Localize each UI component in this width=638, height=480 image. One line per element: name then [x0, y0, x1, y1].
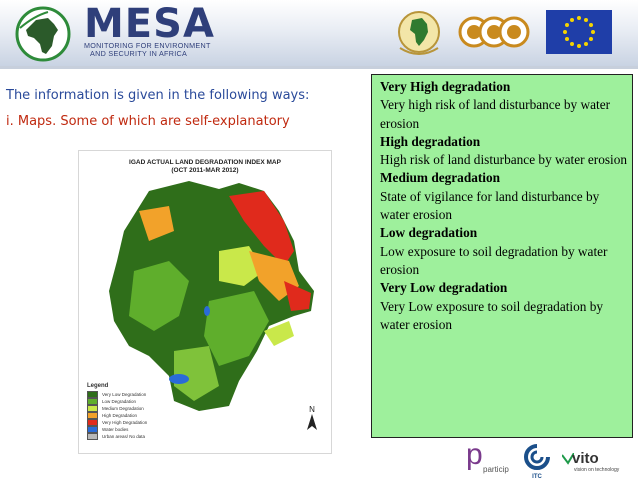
definition-title: Very Low degradation — [380, 280, 508, 296]
participp-text: particip — [483, 465, 509, 474]
legend-title: Legend — [87, 383, 109, 389]
legend-swatch — [87, 412, 98, 419]
legend-label: Water bodies — [102, 427, 129, 432]
mesa-tagline-line1: Monitoring for Environment — [84, 41, 211, 50]
acp-logo-icon — [458, 16, 530, 48]
definition-item: Medium degradation State of vigilance fo… — [380, 169, 628, 224]
map-title: IGAD ACTUAL LAND DEGRADATION INDEX MAP (… — [79, 159, 331, 175]
legend-label: Medium Degradation — [102, 406, 144, 411]
definition-item: Low degradation Low exposure to soil deg… — [380, 224, 628, 279]
legend-item: Medium Degradation — [87, 405, 167, 412]
au-emblem-icon — [398, 11, 440, 55]
legend-swatch — [87, 426, 98, 433]
definition-text: State of vigilance for land disturbance … — [380, 188, 600, 223]
definition-text: Very high risk of land disturbance by wa… — [380, 97, 611, 131]
legend-label: Very Low Degradation — [102, 392, 147, 397]
legend-swatch — [87, 391, 98, 398]
legend-item: Very Low Degradation — [87, 391, 167, 398]
definition-item: Very Low degradation Very Low exposure t… — [380, 279, 628, 334]
mesa-logo-text: MESA — [84, 1, 215, 47]
itc-logo: ITC — [521, 444, 553, 480]
vito-logo: vito vision on technology — [562, 450, 638, 478]
legend-label: Low Degradation — [102, 399, 137, 404]
mesa-globe-icon — [15, 6, 71, 62]
maps-line-text: i. Maps. Some of which are self-explanat… — [6, 114, 290, 129]
participp-logo: p particip — [466, 438, 512, 476]
header-band: MESA Monitoring for Environment and Secu… — [0, 0, 638, 66]
participp-letter: p — [466, 438, 483, 471]
map-legend: Legend Very Low Degradation Low Degradat… — [87, 383, 167, 440]
definition-title: Medium degradation — [380, 170, 501, 186]
definition-text: High risk of land disturbance by water e… — [380, 152, 628, 168]
map-graphic — [109, 181, 314, 411]
itc-logo-icon — [524, 444, 550, 470]
definition-title: High degradation — [380, 133, 481, 149]
north-arrow-icon: N — [307, 405, 317, 432]
eu-flag-icon — [546, 10, 612, 54]
north-label: N — [309, 405, 315, 414]
legend-item: High Degradation — [87, 412, 167, 419]
definition-title: Very High degradation — [380, 79, 511, 94]
legend-swatch — [87, 419, 98, 426]
degradation-map: IGAD ACTUAL LAND DEGRADATION INDEX MAP (… — [78, 150, 332, 454]
definition-text: Low exposure to soil degradation by wate… — [380, 243, 608, 277]
definition-item: Very High degradation Very high risk of … — [380, 78, 628, 133]
mesa-tagline-line2: and Security in Africa — [90, 49, 188, 58]
legend-label: High Degradation — [102, 413, 138, 418]
header-divider — [0, 66, 638, 69]
legend-label: Urban areas/ No data — [102, 434, 146, 439]
legend-label: Very High Degradation — [102, 420, 148, 425]
legend-swatch — [87, 433, 98, 440]
legend-item: Urban areas/ No data — [87, 433, 167, 440]
vito-swoosh-icon — [562, 453, 574, 465]
vito-subtext: vision on technology — [574, 467, 620, 473]
map-title-line2: (OCT 2011-MAR 2012) — [171, 167, 239, 174]
legend-item: Low Degradation — [87, 398, 167, 405]
vito-text: vito — [572, 450, 599, 467]
degradation-definitions: Very High degradation Very high risk of … — [371, 74, 633, 438]
definition-item: High degradation High risk of land distu… — [380, 133, 628, 170]
legend-item: Very High Degradation — [87, 419, 167, 426]
legend-swatch — [87, 405, 98, 412]
definition-text: Very Low exposure to soil degradation by… — [380, 298, 604, 332]
definition-title: Low degradation — [380, 225, 478, 241]
intro-text: The information is given in the followin… — [6, 88, 310, 103]
mesa-tagline: Monitoring for Environment and Security … — [84, 42, 211, 58]
legend-swatch — [87, 398, 98, 405]
itc-text: ITC — [532, 474, 542, 480]
map-title-line1: IGAD ACTUAL LAND DEGRADATION INDEX MAP — [129, 159, 281, 166]
north-arrow-shape — [307, 414, 317, 430]
legend-item: Water bodies — [87, 426, 167, 433]
